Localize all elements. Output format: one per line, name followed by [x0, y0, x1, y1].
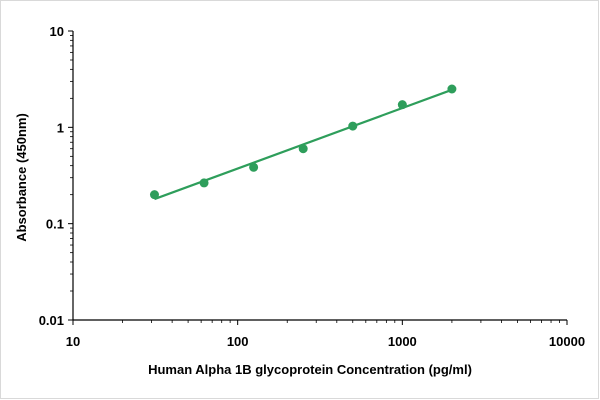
y-tick-label: 10 [50, 24, 64, 39]
x-tick-label: 100 [227, 334, 249, 349]
data-point [298, 144, 308, 154]
data-point [149, 190, 159, 200]
y-tick-label: 0.01 [39, 313, 64, 328]
data-point [249, 162, 259, 172]
data-point [447, 84, 457, 94]
y-axis-ticks: 0.01 0.1 1 10 [39, 24, 73, 328]
x-tick-label: 10 [66, 334, 80, 349]
data-point [199, 178, 209, 188]
y-axis-title: Absorbance (450nm) [14, 113, 29, 242]
x-axis-title: Human Alpha 1B glycoprotein Concentratio… [148, 362, 472, 377]
x-tick-label: 1000 [388, 334, 417, 349]
data-point [348, 121, 358, 131]
x-tick-label: 10000 [549, 334, 585, 349]
y-tick-label: 0.1 [46, 217, 64, 232]
data-point [397, 100, 407, 110]
data-points [149, 84, 457, 200]
x-axis-ticks: 10 100 1000 10000 [66, 320, 585, 349]
axes [72, 31, 567, 321]
y-tick-label: 1 [57, 120, 64, 135]
